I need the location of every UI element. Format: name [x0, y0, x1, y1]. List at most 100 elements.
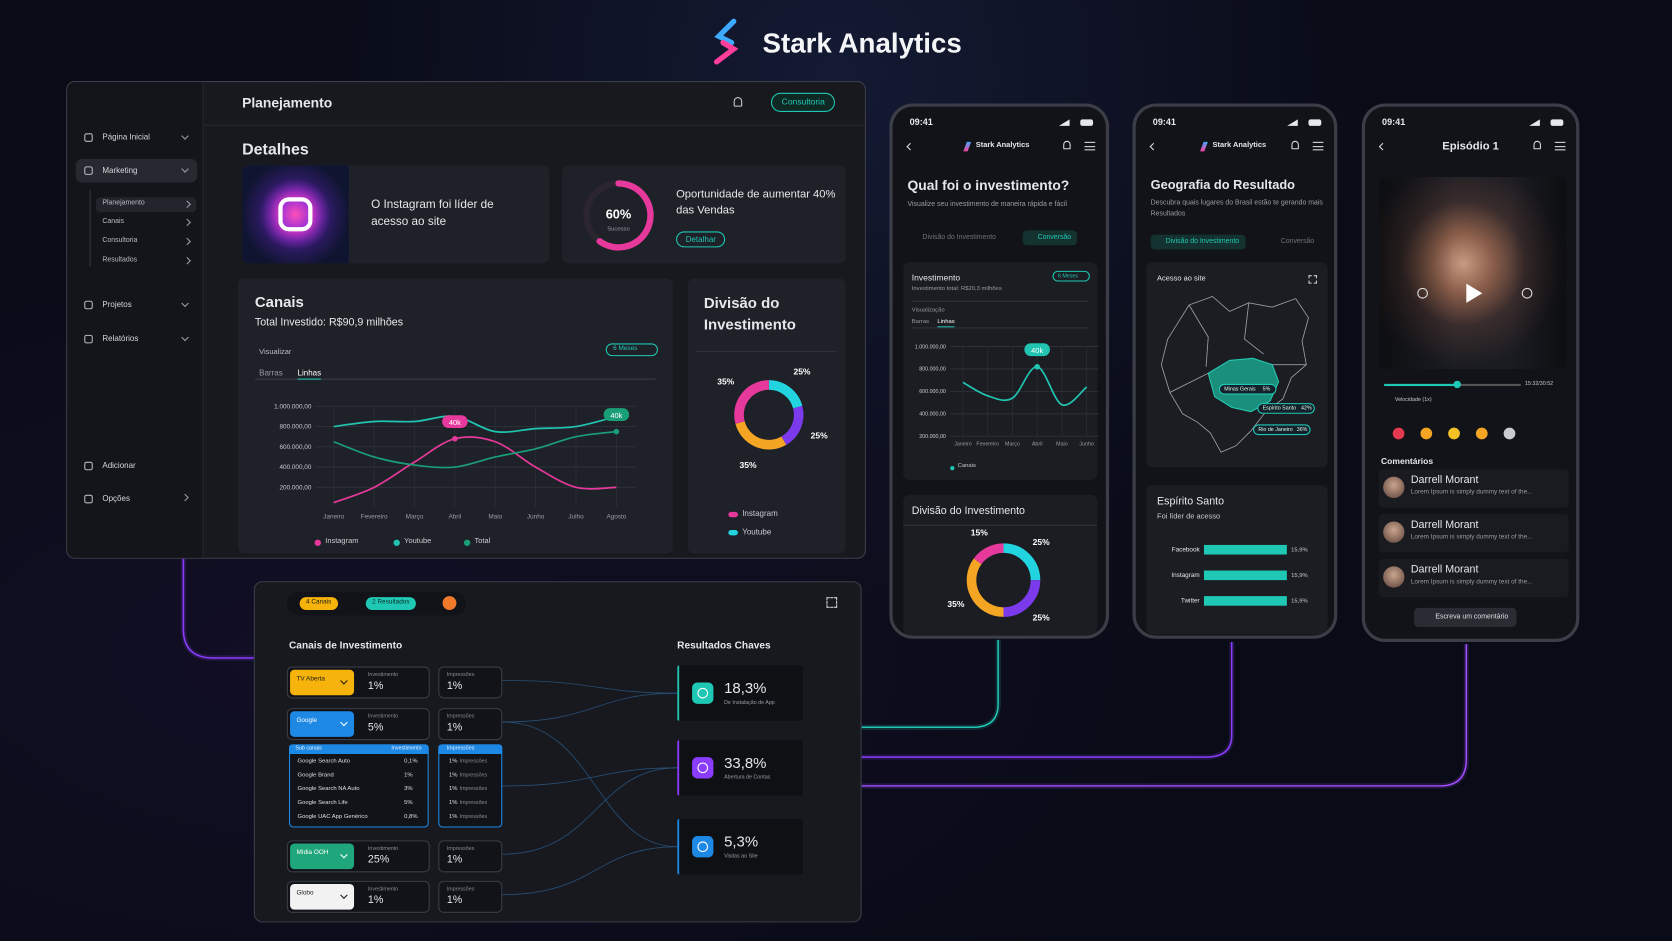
- period-select[interactable]: 6 Meses: [605, 343, 658, 356]
- subchannel-investment: 0,1%: [404, 758, 418, 765]
- expand-button[interactable]: [826, 597, 838, 608]
- reaction-button[interactable]: [1448, 427, 1460, 440]
- annotation-label: 40k: [449, 418, 461, 427]
- notification-bell[interactable]: [1063, 140, 1071, 150]
- submenu-item[interactable]: Planejamento: [102, 199, 145, 207]
- chart-tab-active[interactable]: Linhas: [297, 368, 322, 381]
- notification-bell[interactable]: [1533, 140, 1541, 150]
- sidebar-icon: [84, 461, 93, 471]
- forward-button[interactable]: [1521, 287, 1533, 299]
- submenu-item[interactable]: Canais: [102, 217, 124, 226]
- filter-chip[interactable]: 4 Canais: [299, 597, 338, 610]
- header-divider: [203, 124, 865, 126]
- tab-active[interactable]: Conversão: [1022, 230, 1078, 246]
- status-battery: [1308, 119, 1322, 126]
- result-label: Visitas ao Site: [724, 853, 758, 860]
- legend-swatch: [728, 530, 738, 536]
- donut-segment: [973, 543, 1004, 565]
- connector-glow: [180, 558, 254, 661]
- screen-subtitle: Descubra quais lugares do Brasil estão t…: [1150, 199, 1323, 218]
- channel-select[interactable]: Google: [290, 711, 355, 737]
- submenu-item[interactable]: Consultoria: [102, 236, 138, 245]
- channel-select[interactable]: Mídia OOH: [290, 843, 355, 870]
- opportunity-text: Oportunidade de aumentar 40% das Vendas: [676, 187, 836, 217]
- gauge-value: 60%: [606, 207, 632, 222]
- map-label-value: 5%: [1262, 386, 1271, 393]
- playback-speed[interactable]: Velocidade (1x): [1394, 396, 1432, 404]
- flow-link: [502, 721, 678, 848]
- annotation-badge: [1024, 343, 1050, 357]
- sidebar-item[interactable]: Projetos: [102, 299, 132, 310]
- comment-row: [1378, 469, 1569, 508]
- status-time: 09:41: [1152, 116, 1176, 127]
- sidebar-item[interactable]: Marketing: [102, 165, 138, 175]
- reaction-button[interactable]: [1475, 427, 1488, 440]
- tab[interactable]: Conversão: [1280, 237, 1315, 246]
- results-title: Resultados Chaves: [677, 639, 771, 652]
- impressions-label: Impressões: [446, 671, 475, 679]
- tab-active[interactable]: Divisão do Investimento: [1150, 234, 1246, 250]
- filter-chip[interactable]: 2 Resultados: [365, 597, 416, 610]
- search-button[interactable]: [442, 596, 457, 610]
- bar: [1203, 570, 1287, 581]
- legend-swatch: [463, 539, 471, 546]
- comment-text: Lorem Ipsum is simply dummy text of the.…: [1410, 489, 1533, 496]
- investment-label: Investimento: [367, 713, 399, 720]
- chart-tab[interactable]: Barras: [911, 318, 930, 326]
- reaction-button[interactable]: [1420, 427, 1433, 440]
- comment-input[interactable]: Escreva um comentário: [1414, 607, 1517, 628]
- channel-select[interactable]: Globo: [290, 884, 355, 910]
- bar-value-label: 15,9%: [1291, 599, 1308, 605]
- sidebar-item[interactable]: Adicionar: [102, 460, 136, 471]
- donut-segment: [1003, 579, 1041, 617]
- play-button[interactable]: [1466, 283, 1483, 303]
- gauge-caption: Sucesso: [607, 226, 630, 232]
- chart-tab[interactable]: Barras: [259, 367, 283, 378]
- notification-bell[interactable]: [733, 97, 743, 107]
- sidebar-item[interactable]: Relatórios: [102, 333, 139, 344]
- app-logo: [1200, 141, 1208, 152]
- sidebar-item[interactable]: Opções: [102, 493, 130, 504]
- comments-title: Comentários: [1380, 456, 1434, 467]
- channel-select[interactable]: TV Aberta: [290, 669, 355, 696]
- line-chart: Janeiro Fevereiro Março Abril Maio Junho 200.0…: [915, 343, 1099, 448]
- map-label-value: 36%: [1296, 426, 1308, 433]
- notification-bell[interactable]: [1291, 140, 1299, 150]
- reaction-button[interactable]: [1392, 427, 1405, 440]
- hamburger-menu[interactable]: [1084, 141, 1096, 151]
- consult-button[interactable]: Consultoria: [771, 92, 836, 112]
- instagram-glyph: [278, 197, 313, 232]
- result-label: Abertura de Contas: [724, 774, 771, 781]
- donut-segment: [768, 380, 803, 409]
- subchannel-impressions-label: Impressões: [459, 785, 488, 793]
- chart-tab-active[interactable]: Linhas: [937, 318, 955, 328]
- connector-glow: [861, 639, 1001, 730]
- submenu-item[interactable]: Resultados: [102, 255, 138, 264]
- sidebar-item[interactable]: Página Inicial: [102, 132, 150, 142]
- x-tick-label: Fevereiro: [976, 442, 999, 448]
- submenu-rail: [89, 189, 91, 267]
- donut-label: 25%: [1033, 613, 1050, 623]
- hamburger-menu[interactable]: [1312, 141, 1324, 151]
- screen-title: Episódio 1: [1442, 139, 1499, 153]
- success-gauge: 60% Sucesso: [583, 180, 654, 251]
- reaction-button[interactable]: [1503, 427, 1516, 440]
- rewind-button[interactable]: [1417, 287, 1428, 299]
- hamburger-menu[interactable]: [1554, 141, 1566, 151]
- flow-link: [502, 692, 678, 723]
- leader-subtitle: Foi líder de acesso: [1157, 512, 1221, 521]
- desktop-window: Página Inicial Marketing Projetos Relatório…: [66, 81, 866, 559]
- investment-value: 5%: [367, 721, 384, 734]
- tabs-divider: [254, 378, 656, 380]
- donut-segment: [1003, 543, 1041, 581]
- tab[interactable]: Divisão do Investimento: [922, 233, 997, 242]
- result-card: 5,3% Visitas ao Site: [677, 818, 803, 875]
- progress-handle[interactable]: [1453, 380, 1461, 389]
- period-select[interactable]: 6 Meses: [1052, 270, 1090, 282]
- x-tick-label: Abril: [1032, 442, 1043, 448]
- fullscreen-icon[interactable]: [1308, 275, 1318, 284]
- detail-button[interactable]: Detalhar: [676, 231, 726, 248]
- status-time: 09:41: [1382, 116, 1406, 127]
